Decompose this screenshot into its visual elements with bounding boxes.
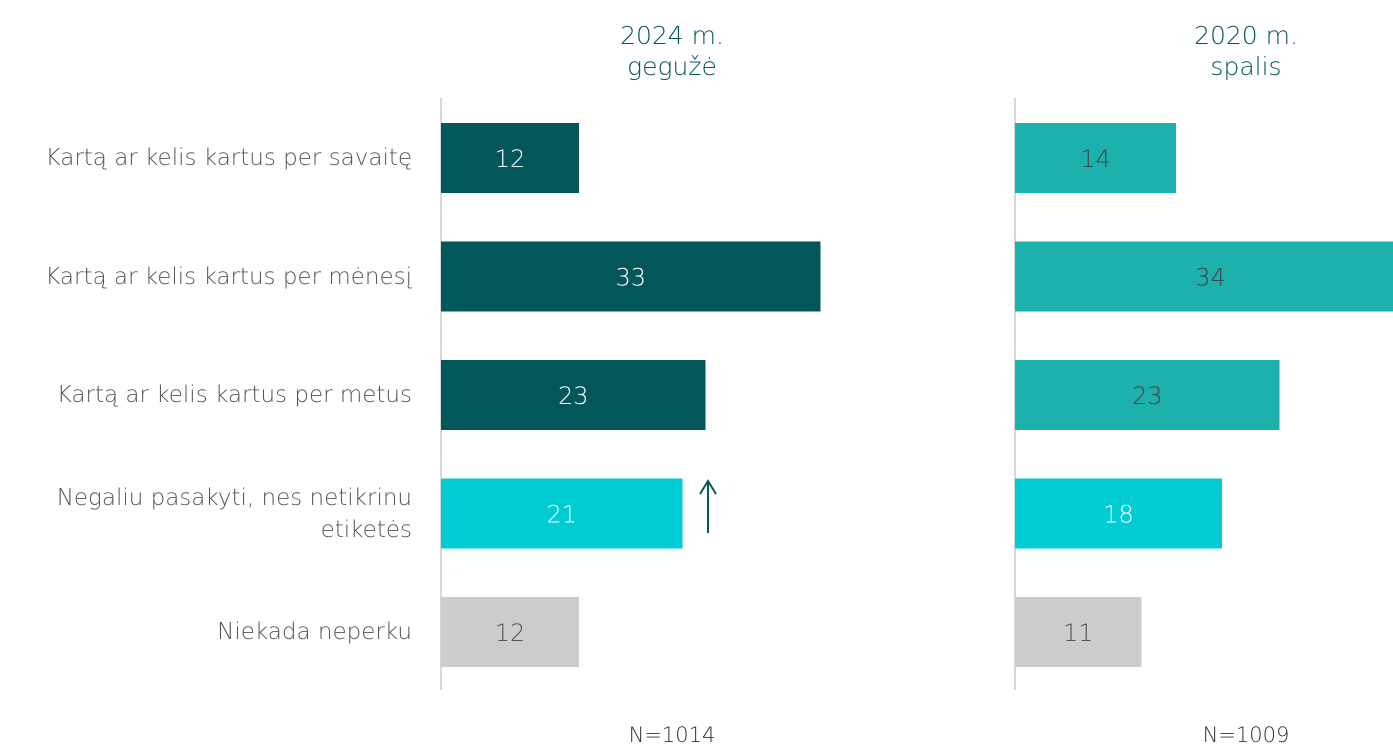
panel-title: 2020 m. spalis — [1194, 21, 1298, 81]
sample-size: N=1009 — [1202, 723, 1290, 747]
bar — [1015, 597, 1142, 667]
panel-title: 2024 m. gegužė — [620, 21, 724, 81]
value-label: 23 — [1132, 382, 1163, 410]
category-label: Niekada neperku — [217, 619, 412, 645]
bar — [441, 597, 579, 667]
bar — [441, 360, 706, 430]
category-label: Kartą ar kelis kartus per metus — [56, 382, 412, 408]
category-label: Kartą ar kelis kartus per savaitę — [45, 145, 412, 171]
value-label: 23 — [558, 382, 589, 410]
value-label: 18 — [1103, 501, 1134, 529]
significance-arrow — [699, 479, 717, 533]
value-label: 34 — [1195, 264, 1226, 292]
bar — [441, 478, 683, 549]
bar — [1015, 241, 1393, 312]
value-label: 14 — [1080, 145, 1111, 173]
bar — [441, 123, 579, 193]
value-label: 12 — [495, 619, 526, 647]
value-label: 12 — [495, 145, 526, 173]
sample-size: N=1014 — [628, 723, 716, 747]
arrow-head — [699, 479, 717, 495]
bar — [441, 241, 821, 312]
bar — [1015, 123, 1176, 193]
bar — [1015, 478, 1222, 549]
value-label: 21 — [546, 501, 577, 529]
category-label: Kartą ar kelis kartus per mėnesį — [45, 263, 412, 290]
bar — [1015, 360, 1280, 430]
value-label: 33 — [615, 264, 646, 292]
category-label: Negaliu pasakyti, nes netikrinu etiketės — [56, 484, 412, 543]
value-label: 11 — [1063, 619, 1094, 647]
